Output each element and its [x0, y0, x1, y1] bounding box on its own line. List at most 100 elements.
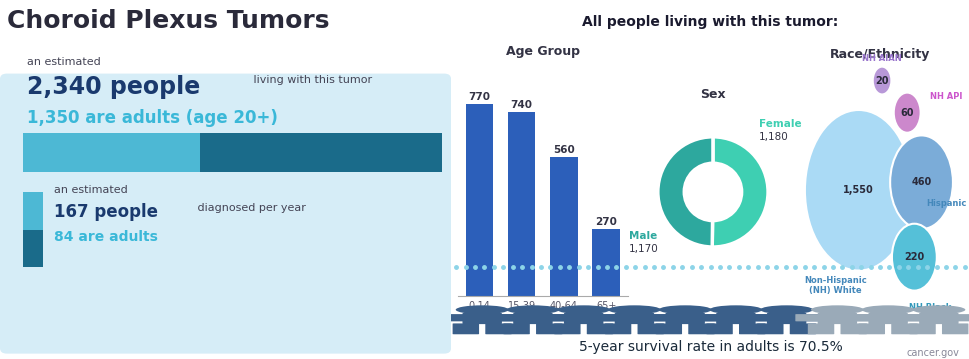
Circle shape	[810, 305, 863, 314]
FancyBboxPatch shape	[547, 314, 575, 321]
FancyBboxPatch shape	[553, 323, 580, 334]
Text: 460: 460	[911, 177, 930, 187]
Text: 20: 20	[874, 75, 888, 85]
Circle shape	[892, 93, 920, 133]
Text: Sex: Sex	[700, 88, 725, 101]
FancyBboxPatch shape	[453, 323, 479, 334]
FancyBboxPatch shape	[22, 192, 43, 229]
Text: All people living with this tumor:: All people living with this tumor:	[581, 15, 838, 28]
Text: Male: Male	[629, 231, 657, 241]
Text: 270: 270	[595, 217, 616, 227]
Text: 84 are adults: 84 are adults	[54, 230, 158, 244]
Circle shape	[891, 224, 936, 291]
Text: NH AIAN: NH AIAN	[861, 54, 901, 63]
FancyBboxPatch shape	[744, 314, 770, 321]
Text: Female: Female	[759, 118, 801, 129]
Circle shape	[890, 135, 952, 229]
FancyBboxPatch shape	[497, 314, 523, 321]
Bar	[592, 229, 619, 296]
Bar	[508, 112, 535, 296]
FancyBboxPatch shape	[462, 313, 501, 324]
Text: an estimated: an estimated	[54, 185, 128, 195]
FancyBboxPatch shape	[642, 314, 669, 321]
Text: 740: 740	[510, 99, 532, 109]
FancyBboxPatch shape	[586, 323, 612, 334]
FancyBboxPatch shape	[789, 323, 815, 334]
Circle shape	[455, 305, 508, 314]
Circle shape	[608, 305, 660, 314]
FancyBboxPatch shape	[751, 314, 777, 321]
Text: NH Black: NH Black	[908, 303, 951, 312]
FancyBboxPatch shape	[649, 314, 675, 321]
FancyBboxPatch shape	[801, 314, 828, 321]
Text: Race/Ethnicity: Race/Ethnicity	[829, 48, 929, 61]
FancyBboxPatch shape	[605, 323, 631, 334]
FancyBboxPatch shape	[503, 323, 529, 334]
FancyBboxPatch shape	[22, 133, 200, 172]
Text: 1,180: 1,180	[759, 132, 788, 142]
FancyBboxPatch shape	[807, 323, 833, 334]
FancyBboxPatch shape	[852, 314, 879, 321]
FancyBboxPatch shape	[858, 323, 884, 334]
FancyBboxPatch shape	[637, 323, 664, 334]
Circle shape	[506, 305, 559, 314]
FancyBboxPatch shape	[953, 314, 969, 321]
Text: Choroid Plexus Tumors: Choroid Plexus Tumors	[7, 9, 328, 33]
FancyBboxPatch shape	[200, 133, 442, 172]
Text: 60: 60	[899, 108, 913, 118]
FancyBboxPatch shape	[756, 323, 783, 334]
FancyBboxPatch shape	[440, 314, 466, 321]
Text: Non-Hispanic
(NH) White: Non-Hispanic (NH) White	[803, 276, 866, 295]
FancyBboxPatch shape	[536, 323, 562, 334]
FancyBboxPatch shape	[563, 313, 603, 324]
FancyBboxPatch shape	[490, 314, 516, 321]
FancyBboxPatch shape	[484, 323, 512, 334]
Circle shape	[860, 305, 914, 314]
X-axis label: Years: Years	[527, 312, 557, 322]
Circle shape	[658, 305, 711, 314]
FancyBboxPatch shape	[693, 314, 720, 321]
Wedge shape	[657, 137, 712, 247]
Circle shape	[760, 305, 812, 314]
Text: 167 people: 167 people	[54, 203, 158, 221]
Text: 220: 220	[903, 252, 923, 262]
Text: 770: 770	[468, 92, 489, 102]
Circle shape	[912, 305, 964, 314]
FancyBboxPatch shape	[665, 313, 704, 324]
Text: 5-year survival rate in adults is 70.5%: 5-year survival rate in adults is 70.5%	[578, 340, 841, 354]
FancyBboxPatch shape	[867, 313, 907, 324]
Text: 1,170: 1,170	[629, 244, 658, 254]
FancyBboxPatch shape	[655, 323, 681, 334]
FancyBboxPatch shape	[941, 323, 967, 334]
FancyBboxPatch shape	[896, 314, 922, 321]
FancyBboxPatch shape	[688, 323, 714, 334]
FancyBboxPatch shape	[0, 74, 451, 354]
FancyBboxPatch shape	[817, 313, 857, 324]
FancyBboxPatch shape	[738, 323, 765, 334]
Text: 1,550: 1,550	[842, 185, 873, 195]
FancyBboxPatch shape	[700, 314, 727, 321]
FancyBboxPatch shape	[845, 314, 872, 321]
FancyBboxPatch shape	[541, 314, 568, 321]
Circle shape	[872, 67, 891, 94]
FancyBboxPatch shape	[614, 313, 653, 324]
Title: Age Group: Age Group	[505, 45, 579, 58]
FancyBboxPatch shape	[919, 313, 957, 324]
Bar	[465, 104, 492, 296]
Wedge shape	[711, 137, 767, 247]
FancyBboxPatch shape	[513, 313, 552, 324]
Text: Hispanic: Hispanic	[925, 199, 965, 208]
FancyBboxPatch shape	[903, 314, 929, 321]
Text: 1,350 are adults (age 20+): 1,350 are adults (age 20+)	[27, 109, 278, 127]
Text: cancer.gov: cancer.gov	[906, 348, 958, 358]
FancyBboxPatch shape	[766, 313, 805, 324]
FancyBboxPatch shape	[908, 323, 935, 334]
FancyBboxPatch shape	[599, 314, 625, 321]
Circle shape	[556, 305, 610, 314]
Text: an estimated: an estimated	[27, 57, 101, 67]
FancyBboxPatch shape	[592, 314, 618, 321]
Text: NH API: NH API	[929, 92, 962, 101]
FancyBboxPatch shape	[891, 323, 917, 334]
Circle shape	[804, 110, 912, 271]
Text: living with this tumor: living with this tumor	[250, 75, 372, 85]
